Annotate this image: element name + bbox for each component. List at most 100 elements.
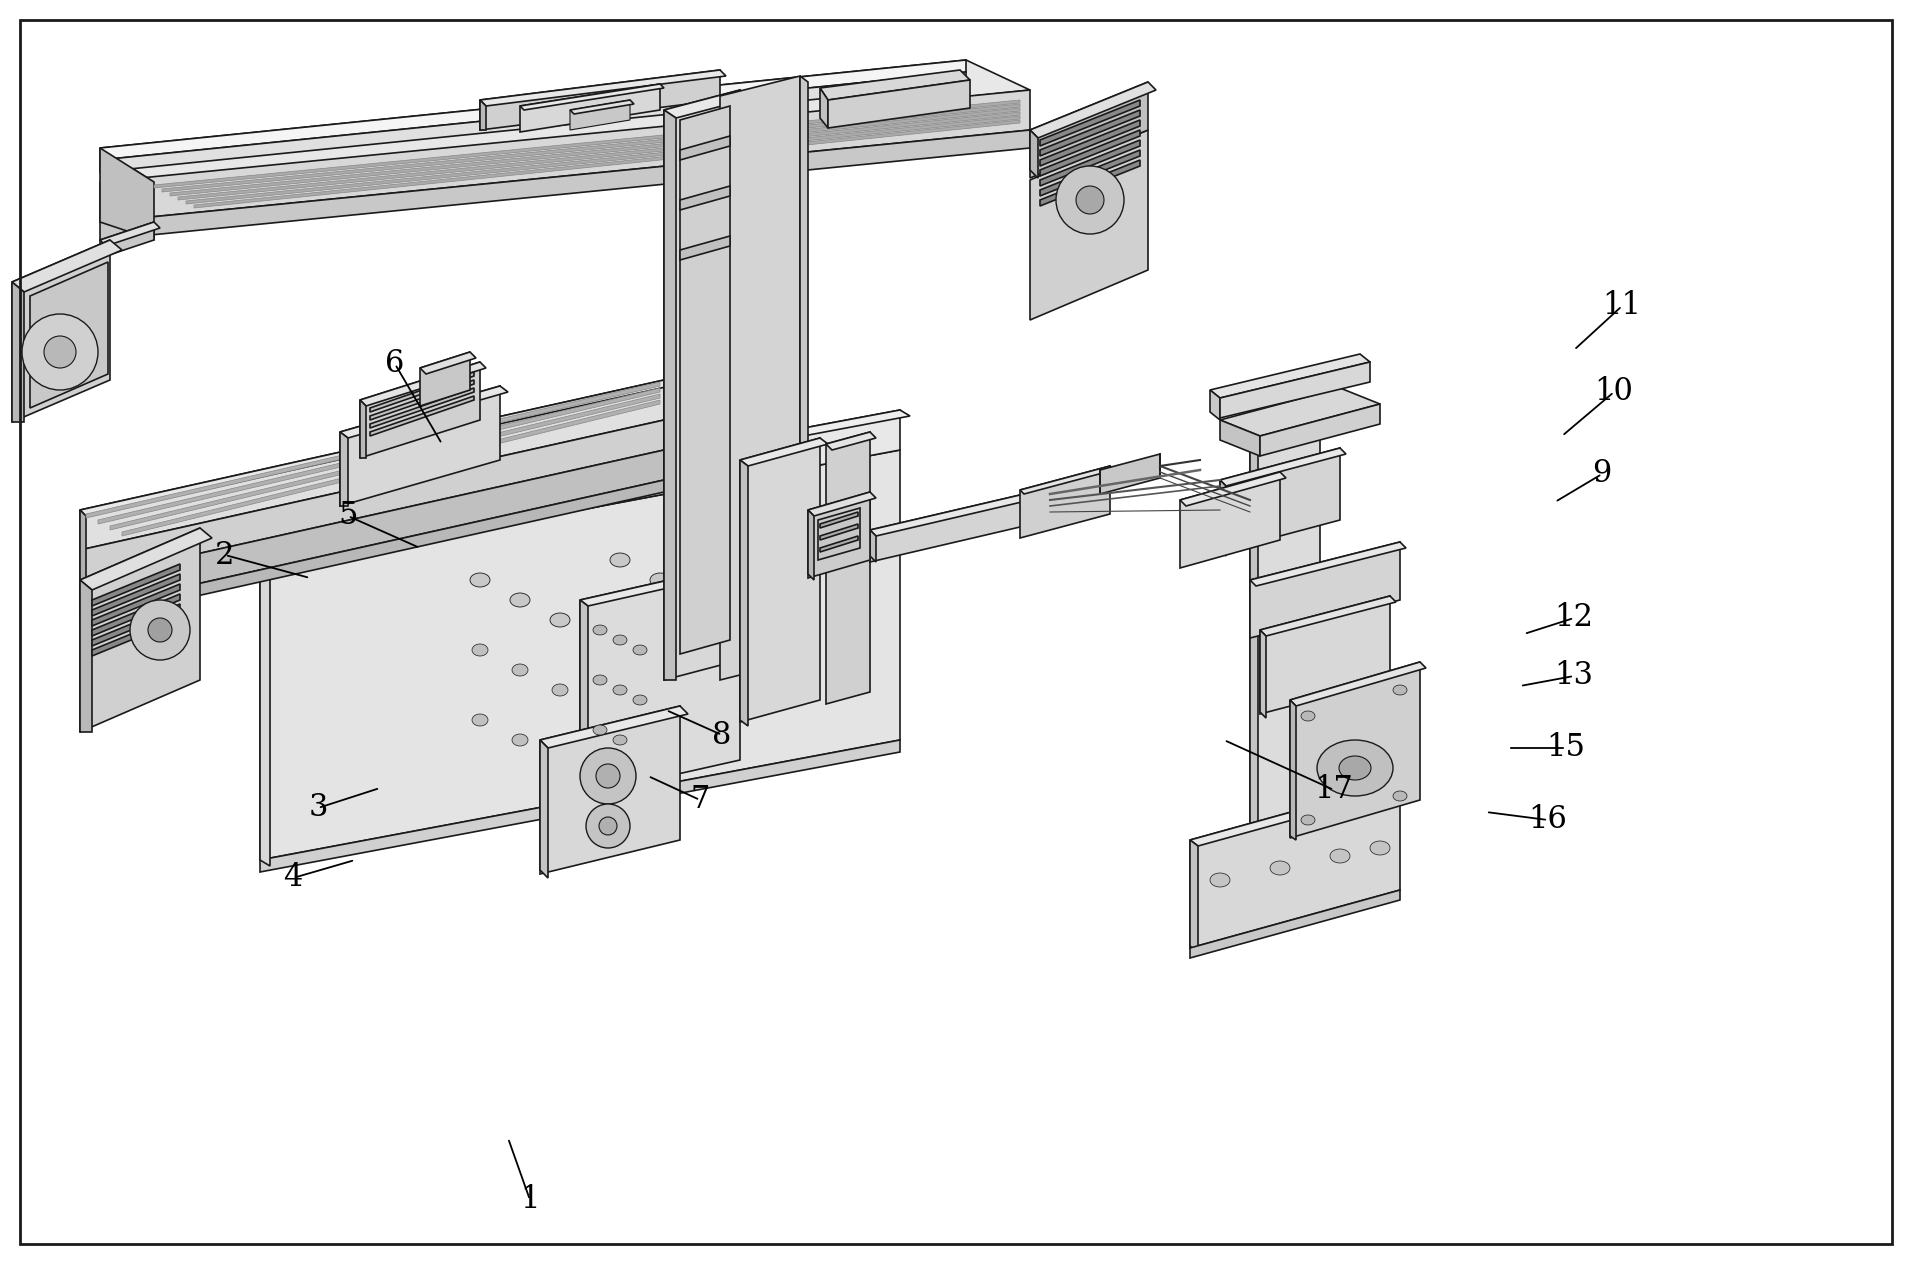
Circle shape — [597, 763, 619, 787]
Text: 16: 16 — [1528, 804, 1568, 836]
Ellipse shape — [1394, 791, 1407, 801]
Polygon shape — [1291, 700, 1296, 841]
Polygon shape — [799, 76, 809, 660]
Polygon shape — [1031, 130, 1038, 178]
Ellipse shape — [614, 635, 627, 645]
Polygon shape — [1220, 447, 1346, 485]
Polygon shape — [11, 282, 25, 422]
Polygon shape — [663, 110, 677, 680]
Polygon shape — [828, 80, 969, 128]
Polygon shape — [92, 614, 180, 656]
Polygon shape — [260, 450, 901, 860]
Polygon shape — [681, 236, 730, 260]
Polygon shape — [1189, 890, 1400, 958]
Polygon shape — [1040, 120, 1140, 166]
Ellipse shape — [1270, 861, 1291, 875]
Polygon shape — [1099, 454, 1161, 494]
Text: 13: 13 — [1554, 661, 1593, 691]
Polygon shape — [1019, 466, 1111, 538]
Polygon shape — [193, 120, 1019, 209]
Ellipse shape — [633, 645, 646, 655]
Ellipse shape — [1300, 815, 1315, 825]
Polygon shape — [178, 112, 1019, 200]
Polygon shape — [539, 707, 688, 748]
Polygon shape — [520, 83, 660, 131]
Polygon shape — [1250, 399, 1258, 890]
Polygon shape — [421, 351, 470, 406]
Polygon shape — [820, 512, 858, 528]
Polygon shape — [539, 739, 549, 878]
Polygon shape — [1220, 447, 1340, 552]
Text: 3: 3 — [308, 793, 327, 824]
Polygon shape — [1250, 542, 1405, 586]
Polygon shape — [359, 362, 486, 406]
Polygon shape — [80, 528, 212, 590]
Text: 11: 11 — [1602, 291, 1642, 321]
Polygon shape — [99, 222, 161, 246]
Ellipse shape — [1338, 756, 1371, 780]
Text: 7: 7 — [690, 785, 709, 815]
Polygon shape — [681, 186, 730, 210]
Polygon shape — [80, 380, 663, 550]
Ellipse shape — [593, 675, 606, 685]
Polygon shape — [1260, 404, 1380, 456]
Polygon shape — [1210, 354, 1371, 398]
Polygon shape — [820, 88, 828, 128]
Ellipse shape — [1210, 873, 1229, 887]
Polygon shape — [260, 410, 901, 570]
Polygon shape — [870, 488, 1055, 536]
Polygon shape — [480, 70, 727, 106]
Polygon shape — [11, 240, 122, 292]
Polygon shape — [1220, 480, 1226, 556]
Polygon shape — [1291, 662, 1426, 707]
Polygon shape — [663, 90, 740, 680]
Polygon shape — [579, 564, 748, 605]
Polygon shape — [1031, 82, 1147, 178]
Ellipse shape — [650, 573, 669, 586]
Ellipse shape — [593, 726, 606, 734]
Polygon shape — [820, 536, 858, 552]
Ellipse shape — [512, 664, 528, 676]
Text: 2: 2 — [216, 540, 235, 570]
Polygon shape — [99, 130, 1031, 240]
Circle shape — [1076, 186, 1103, 214]
Polygon shape — [579, 600, 589, 800]
Polygon shape — [80, 420, 663, 580]
Polygon shape — [809, 492, 870, 578]
Polygon shape — [99, 59, 1031, 182]
Polygon shape — [1291, 662, 1421, 838]
Ellipse shape — [1331, 849, 1350, 863]
Polygon shape — [260, 410, 910, 536]
Polygon shape — [1260, 597, 1390, 714]
Polygon shape — [1250, 542, 1400, 638]
Polygon shape — [1220, 388, 1380, 436]
Polygon shape — [92, 564, 180, 605]
Polygon shape — [809, 492, 876, 516]
Polygon shape — [721, 76, 799, 680]
Polygon shape — [92, 574, 180, 616]
Polygon shape — [740, 439, 820, 722]
Ellipse shape — [1394, 685, 1407, 695]
Polygon shape — [111, 394, 660, 530]
Polygon shape — [570, 100, 635, 114]
Polygon shape — [579, 564, 740, 796]
Polygon shape — [99, 90, 1031, 222]
Polygon shape — [340, 386, 501, 506]
Polygon shape — [1189, 841, 1199, 952]
Text: 4: 4 — [283, 862, 302, 894]
Polygon shape — [1040, 150, 1140, 196]
Polygon shape — [99, 148, 155, 240]
Polygon shape — [92, 584, 180, 626]
Polygon shape — [1220, 362, 1371, 418]
Circle shape — [1055, 166, 1124, 234]
Circle shape — [598, 817, 618, 836]
Polygon shape — [740, 460, 748, 726]
Polygon shape — [11, 240, 111, 422]
Circle shape — [147, 618, 172, 642]
Polygon shape — [86, 382, 660, 518]
Polygon shape — [1031, 82, 1157, 138]
Ellipse shape — [633, 695, 646, 705]
Polygon shape — [80, 380, 669, 516]
Text: 17: 17 — [1315, 775, 1354, 805]
Polygon shape — [870, 488, 1050, 562]
